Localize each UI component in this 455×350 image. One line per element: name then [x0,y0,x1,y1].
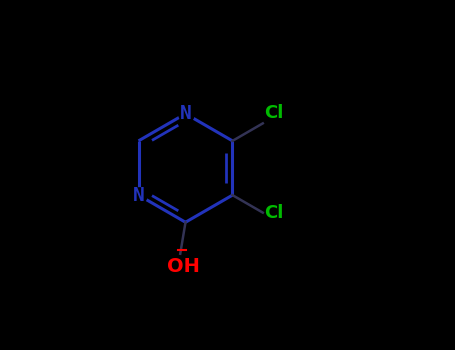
Text: N: N [180,104,192,123]
Text: OH: OH [167,257,200,276]
Text: N: N [133,186,144,205]
Text: Cl: Cl [264,204,284,222]
Text: Cl: Cl [264,104,284,121]
